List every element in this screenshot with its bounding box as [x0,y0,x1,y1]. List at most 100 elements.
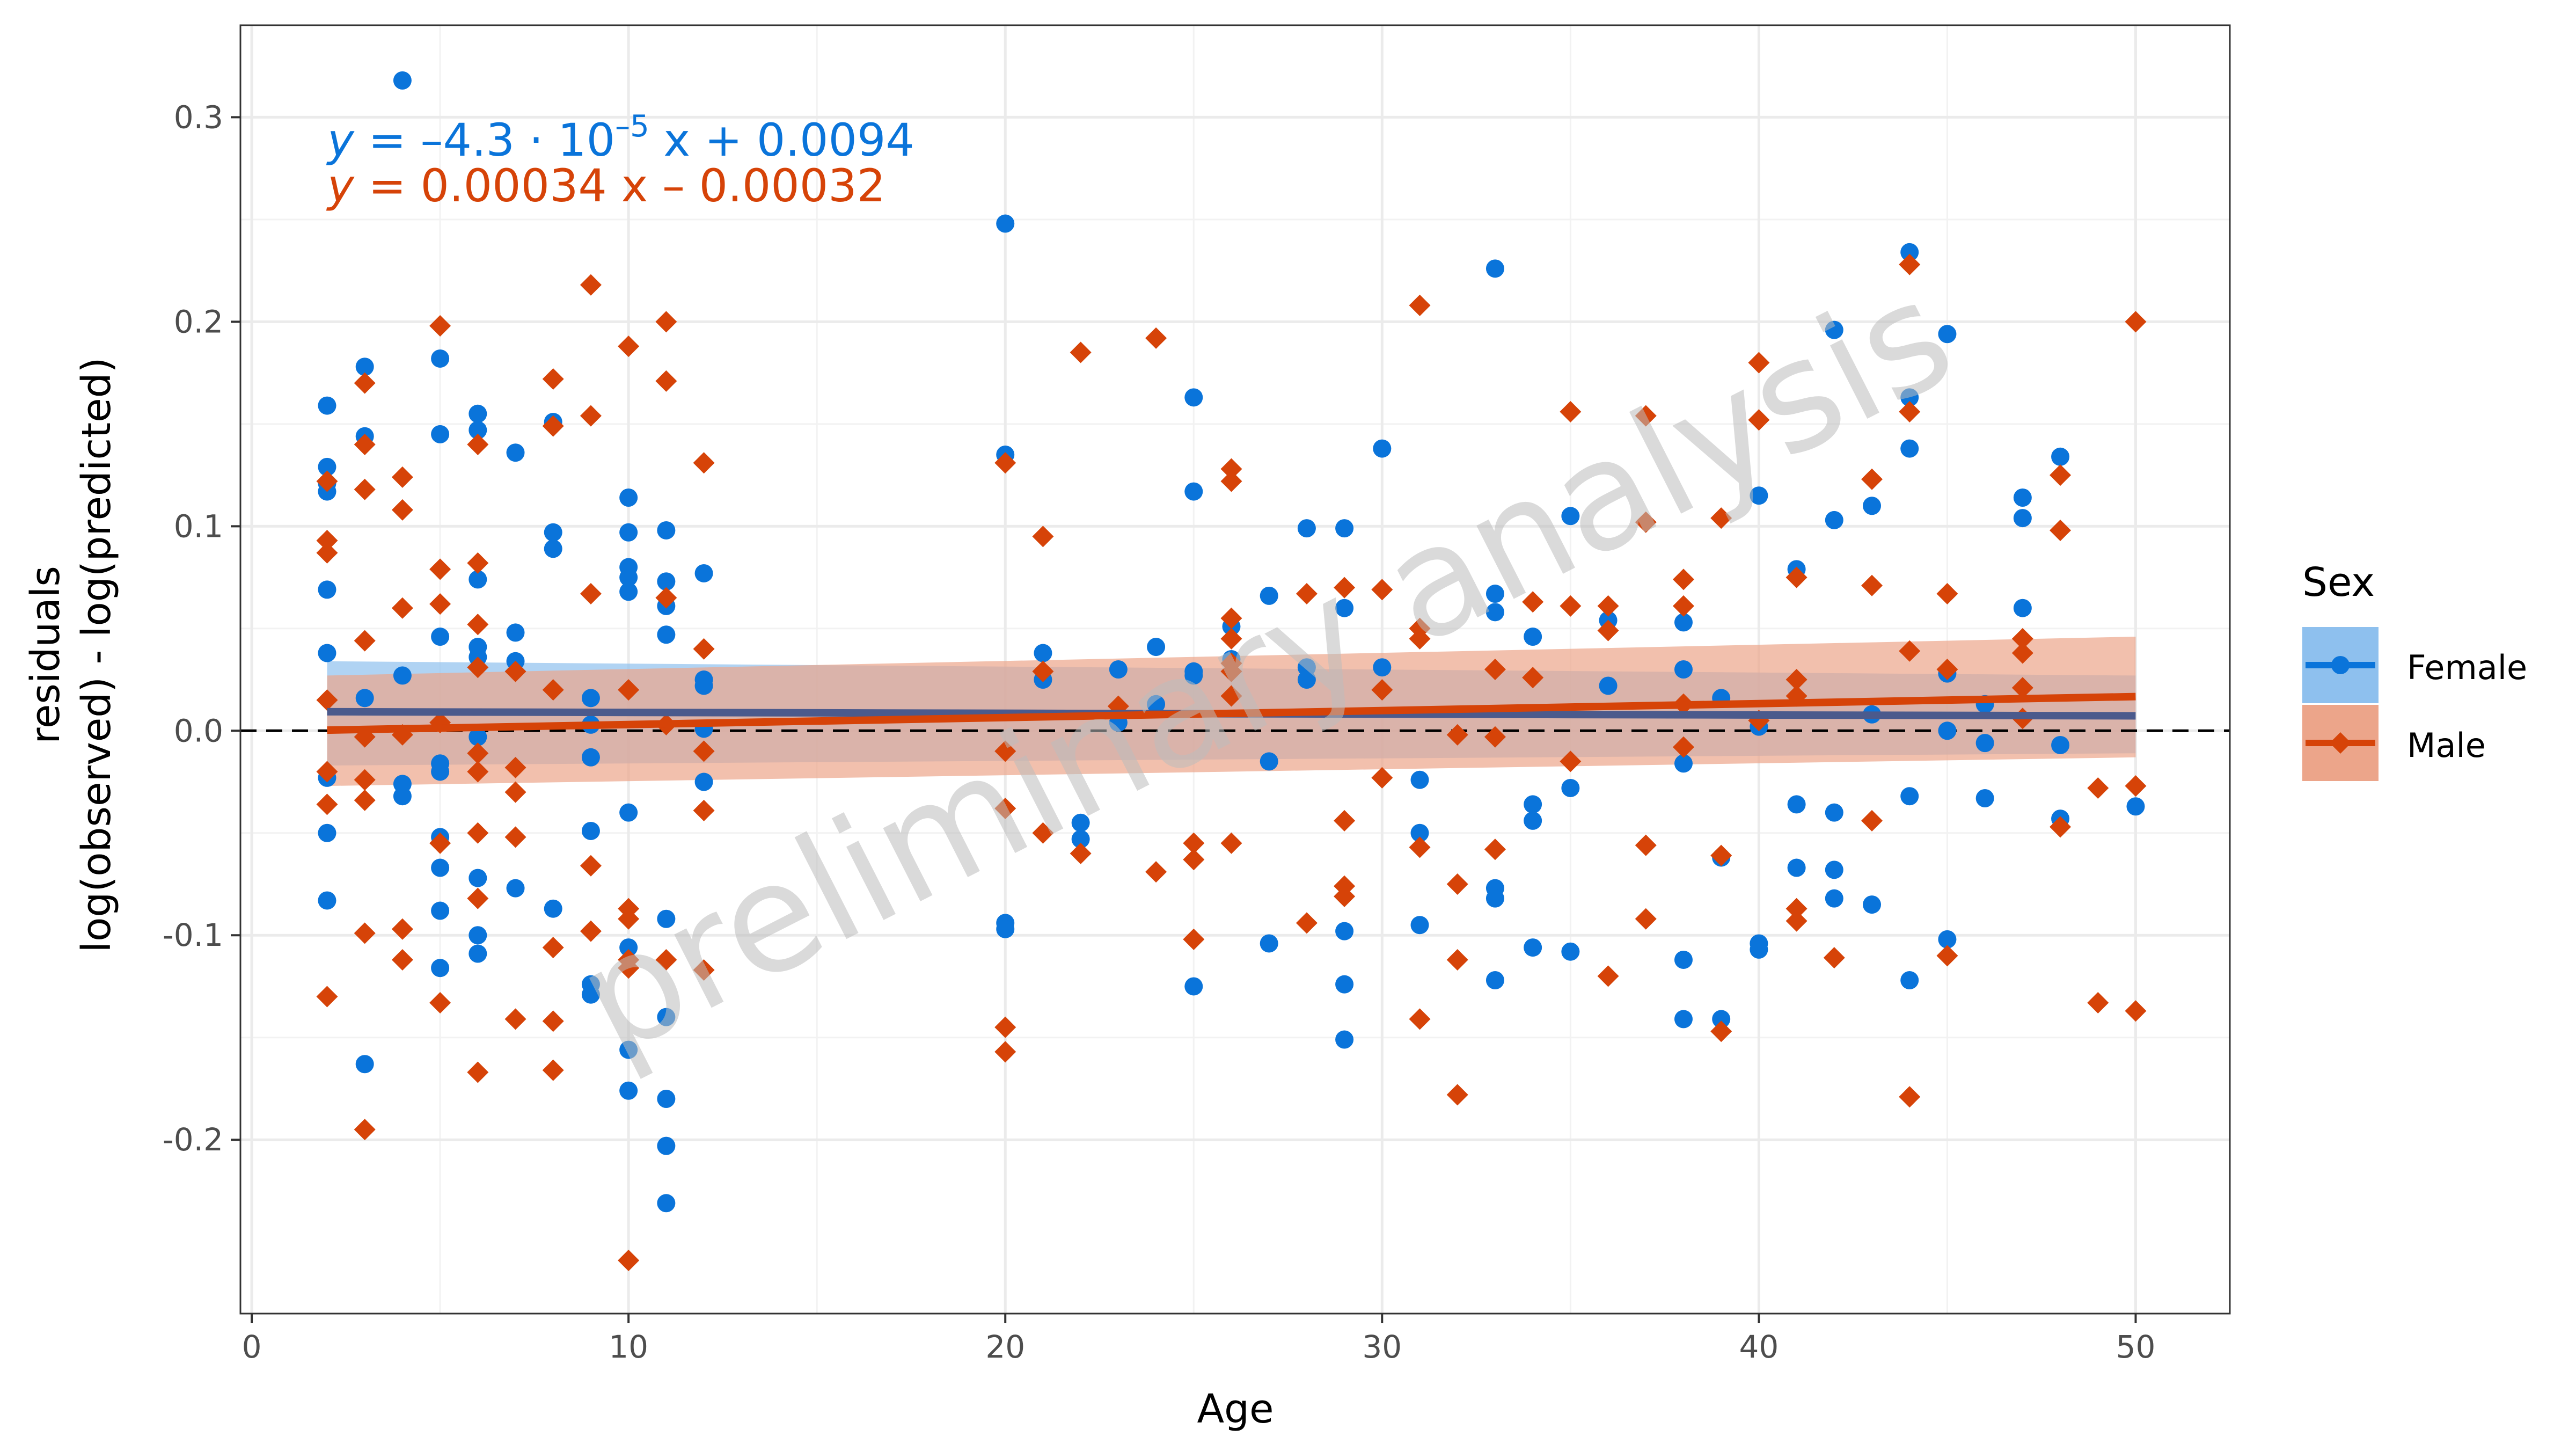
point-male [580,855,602,877]
point-male [354,372,376,394]
point-male [1220,685,1242,707]
point-male [2050,519,2072,541]
point-female [1524,795,1542,814]
point-male [1785,566,1807,588]
point-female [657,1008,676,1026]
point-male [1635,405,1657,427]
point-female [1750,486,1768,505]
point-male [1560,401,1582,422]
point-female [657,521,676,539]
point-male [618,1249,640,1271]
point-female [1599,676,1618,695]
point-male [1220,660,1242,682]
point-female [1674,754,1693,773]
point-male [542,937,564,959]
point-male [1861,574,1883,596]
point-female [694,772,713,791]
point-female [1485,259,1504,278]
point-male [1484,838,1506,861]
point-male [1672,568,1694,590]
point-female [544,523,562,542]
point-female [996,920,1015,938]
point-male [1560,750,1582,772]
point-female [657,909,676,928]
point-female [581,748,600,767]
point-male [994,1016,1016,1038]
point-female [619,938,638,957]
point-female [996,214,1015,233]
point-male [1409,1008,1431,1030]
x-tick-label: 10 [609,1329,648,1365]
point-female [469,421,487,440]
point-male [1409,836,1431,858]
legend-key-marker-female [2331,656,2350,674]
point-male [1220,607,1242,629]
point-female [1900,388,1919,407]
point-male [1522,667,1544,689]
point-male [1635,511,1657,533]
point-male [1183,832,1205,854]
point-female [1975,789,1994,807]
x-axis-title: Age [1197,1386,1274,1432]
point-male [316,542,338,564]
female-eq-exponent: –5 [615,109,649,144]
point-male [1145,861,1167,883]
point-male [1070,341,1092,363]
point-female [469,404,487,423]
point-male [1070,842,1092,864]
point-male [1032,822,1054,844]
point-female [1184,977,1203,996]
point-female [1147,638,1166,657]
point-male [316,986,338,1008]
female-equation: y = –4.3 · 10–5 x + 0.0094 [326,109,914,166]
axis-ticks: 0 10 20 30 40 50 -0.2 -0.1 0.0 0.1 0.2 0.3 [163,99,2156,1365]
x-tick-label: 0 [242,1329,262,1365]
point-male [1484,726,1506,748]
point-male [467,742,489,764]
y-tick-label: 0.2 [174,303,223,340]
point-male [1371,679,1393,701]
point-male [655,587,677,609]
legend: Sex Female Male [2302,559,2527,781]
point-male [1446,873,1468,895]
point-male [1446,724,1468,746]
x-tick-label: 20 [985,1329,1025,1365]
point-female [1900,243,1919,261]
point-female [1184,388,1203,407]
point-female [1524,938,1542,957]
point-female [1410,916,1429,935]
point-male [354,769,376,791]
point-male [2125,311,2147,333]
point-female [1825,511,1843,529]
point-male [580,274,602,296]
point-female [657,1194,676,1213]
point-female [1335,922,1354,940]
point-female [469,926,487,945]
point-male [618,336,640,358]
point-female [318,644,336,662]
point-male [1936,945,1958,967]
point-female [619,523,638,542]
y-tick-label: 0.0 [174,712,223,749]
point-male [316,689,338,711]
point-male [2050,464,2072,486]
point-female [619,803,638,822]
point-female [393,787,412,806]
point-female [2013,509,2032,528]
point-female [431,349,450,368]
point-female [1750,940,1768,959]
point-male [1032,526,1054,548]
point-male [1823,947,1845,969]
point-female [694,676,713,695]
point-male [618,679,640,701]
point-male [542,415,564,437]
point-male [1635,834,1657,856]
point-male [1446,949,1468,971]
point-female [1561,778,1580,797]
point-female [318,396,336,415]
point-female [1975,734,1994,753]
male-equation: y = 0.00034 x – 0.00032 [326,159,885,212]
point-male [1220,628,1242,650]
point-male [1484,659,1506,680]
point-male [316,470,338,492]
